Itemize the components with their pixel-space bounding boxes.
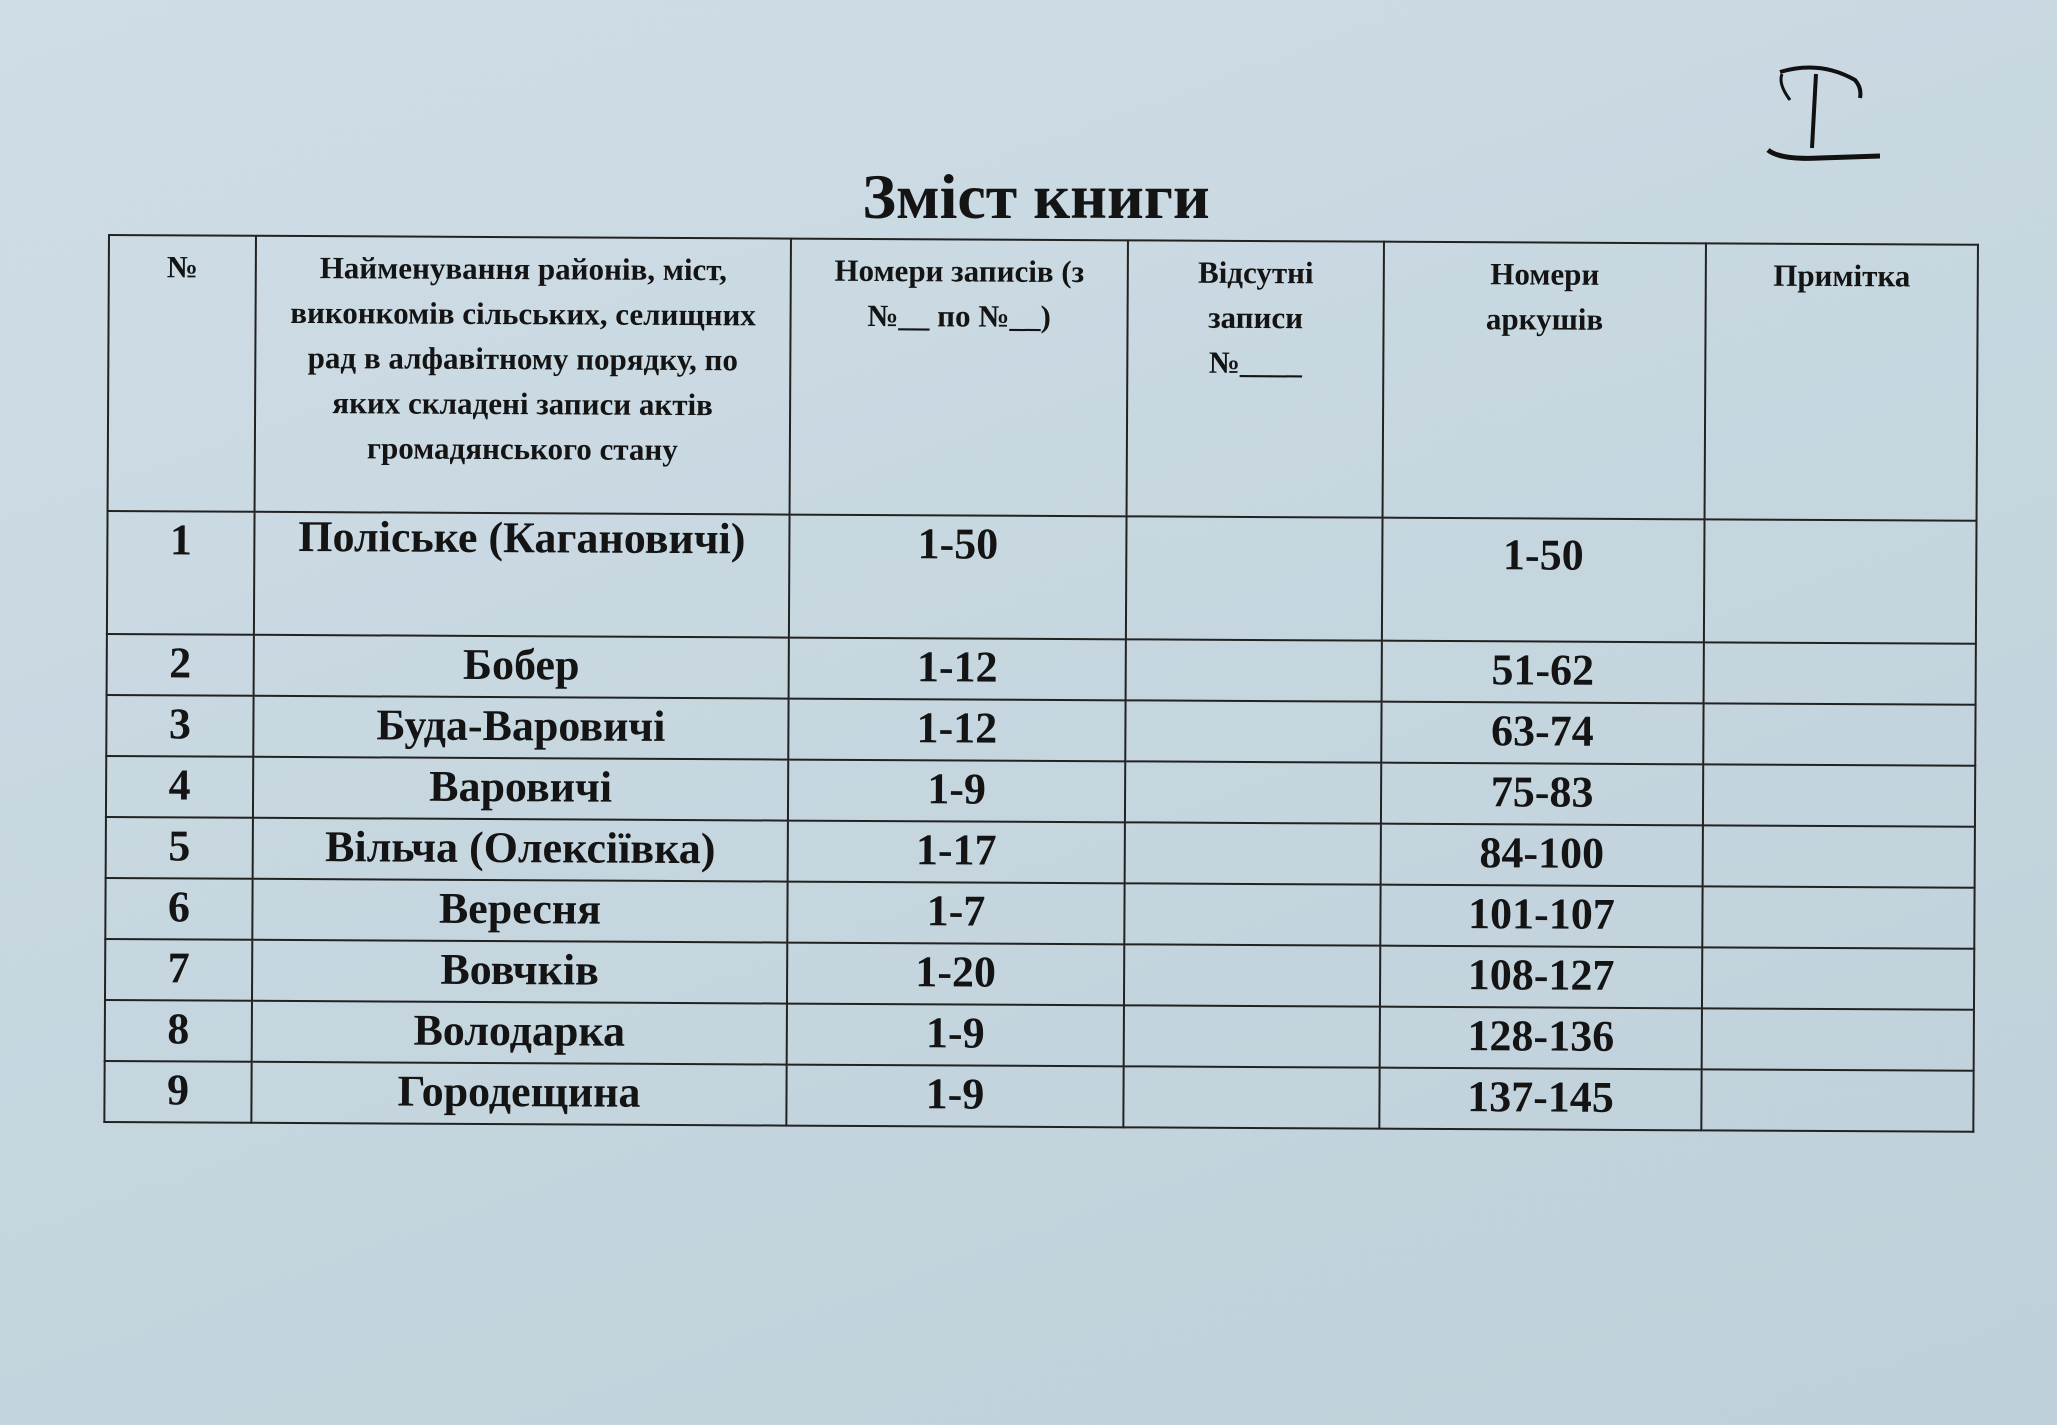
cell-missing <box>1125 700 1382 763</box>
cell-name: Вовчків <box>251 939 788 1004</box>
cell-sheets: 63-74 <box>1381 701 1704 765</box>
cell-missing <box>1125 516 1383 641</box>
header-name: Найменування районів, міст, виконкомів с… <box>254 235 791 515</box>
cell-records: 1-50 <box>788 514 1127 640</box>
cell-note <box>1701 1069 1974 1132</box>
cell-missing <box>1124 761 1382 824</box>
header-note: Примітка <box>1704 243 1978 521</box>
cell-records: 1-9 <box>786 1003 1124 1067</box>
cell-sheets: 108-127 <box>1379 945 1703 1009</box>
cell-name: Бобер <box>253 634 789 699</box>
page-title: Зміст книги <box>862 161 1210 232</box>
cell-sheets: 101-107 <box>1380 884 1703 948</box>
cell-missing <box>1123 1066 1380 1129</box>
cell-records: 1-12 <box>788 698 1126 762</box>
table-row: 2 Бобер 1-12 51-62 <box>106 633 1976 705</box>
cell-no: 4 <box>105 755 254 818</box>
cell-records: 1-17 <box>787 820 1125 884</box>
cell-no: 8 <box>104 999 252 1062</box>
cell-missing <box>1124 822 1381 885</box>
cell-name: Вересня <box>252 878 788 943</box>
table-row: 3 Буда-Варовичі 1-12 63-74 <box>106 694 1976 766</box>
header-sheets: Номери аркушів <box>1382 241 1706 520</box>
cell-no: 5 <box>105 816 253 879</box>
cell-name: Вільча (Олексіївка) <box>252 817 788 882</box>
cell-note <box>1703 519 1977 644</box>
cell-sheets: 1-50 <box>1381 517 1705 643</box>
cell-records: 1-20 <box>786 942 1125 1006</box>
cell-note <box>1701 947 1975 1010</box>
table-row: 9 Городещина 1-9 137-145 <box>104 1060 1974 1132</box>
cell-records: 1-9 <box>787 759 1126 823</box>
cell-note <box>1703 703 1976 766</box>
table-row: 6 Вересня 1-7 101-107 <box>105 877 1975 949</box>
table-row: 4 Варовичі 1-9 75-83 <box>105 755 1976 827</box>
cell-sheets: 128-136 <box>1379 1006 1702 1070</box>
header-records: Номери записів (з №__ по №__) <box>789 238 1128 517</box>
cell-note <box>1702 825 1975 888</box>
header-missing: Відсутні записи №____ <box>1126 240 1384 518</box>
cell-sheets: 137-145 <box>1379 1067 1702 1131</box>
table-row: 7 Вовчків 1-20 108-127 <box>104 938 1975 1010</box>
cell-note <box>1701 1008 1974 1071</box>
cell-name: Варовичі <box>252 756 789 821</box>
cell-missing <box>1123 944 1381 1007</box>
handwritten-mark <box>1766 65 1881 161</box>
cell-records: 1-7 <box>787 881 1125 945</box>
cell-no: 9 <box>104 1060 252 1123</box>
cell-name: Буда-Варовичі <box>253 695 789 760</box>
cell-note <box>1702 886 1975 949</box>
cell-no: 6 <box>105 877 253 940</box>
cell-sheets: 84-100 <box>1380 823 1703 887</box>
cell-note <box>1702 764 1976 827</box>
cell-records: 1-12 <box>788 637 1126 701</box>
cell-no: 1 <box>106 511 255 635</box>
cell-no: 3 <box>106 694 254 757</box>
cell-missing <box>1123 1005 1380 1068</box>
table-row: 8 Володарка 1-9 128-136 <box>104 999 1974 1071</box>
cell-name: Городещина <box>251 1061 787 1126</box>
table-row: 1 Поліське (Кагановичі) 1-50 1-50 <box>106 511 1977 644</box>
cell-missing <box>1124 883 1381 946</box>
header-number: № <box>107 235 256 512</box>
cell-no: 7 <box>104 938 253 1001</box>
cell-sheets: 75-83 <box>1380 762 1704 826</box>
cell-note <box>1703 642 1976 705</box>
cell-missing <box>1125 639 1382 702</box>
table-row: 5 Вільча (Олексіївка) 1-17 84-100 <box>105 816 1975 888</box>
contents-table: № Найменування районів, міст, виконкомів… <box>103 234 1979 1133</box>
header-row: № Найменування районів, міст, виконкомів… <box>107 235 1978 521</box>
cell-sheets: 51-62 <box>1381 640 1704 704</box>
cell-no: 2 <box>106 633 254 696</box>
cell-name: Володарка <box>251 1000 787 1065</box>
cell-records: 1-9 <box>786 1064 1124 1128</box>
cell-name: Поліське (Кагановичі) <box>253 511 790 638</box>
